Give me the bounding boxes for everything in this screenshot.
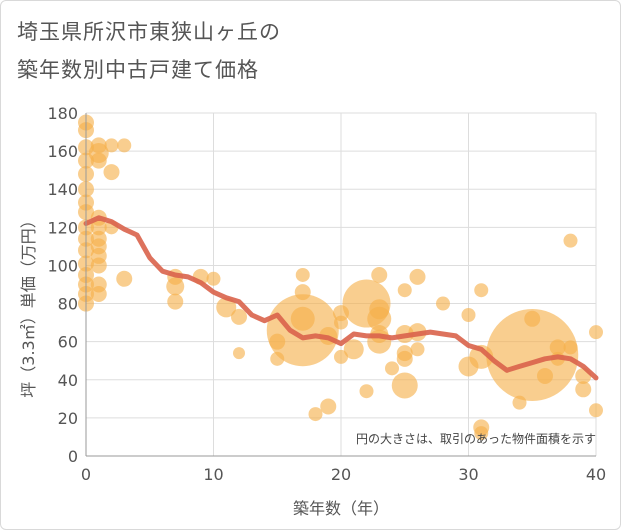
bubble-point bbox=[563, 340, 578, 355]
x-tick-label: 10 bbox=[203, 465, 223, 484]
axes: 0 20 40 60 80 100 120 140 160 180 0 10 20 30 40 bbox=[47, 104, 606, 484]
bubble-point bbox=[474, 283, 489, 298]
bubble-point bbox=[116, 270, 133, 287]
bubble-point bbox=[397, 283, 412, 298]
y-tick-label: 20 bbox=[58, 409, 78, 428]
bubble-point bbox=[104, 138, 119, 153]
trend-line-series bbox=[83, 215, 599, 381]
y-tick-label: 0 bbox=[68, 447, 78, 466]
bubble-point bbox=[385, 361, 399, 376]
bubble-point bbox=[233, 347, 245, 360]
bubble-point bbox=[295, 267, 310, 282]
bubble-point bbox=[206, 271, 221, 286]
bubble-point bbox=[90, 257, 107, 274]
y-axis-label: 坪（3.3㎡）単価（万円） bbox=[19, 212, 38, 397]
bubble-point bbox=[589, 325, 603, 340]
bubble-point bbox=[396, 350, 413, 367]
bubble-point bbox=[589, 403, 603, 418]
bubble-point bbox=[410, 342, 425, 357]
bubble-point bbox=[537, 367, 553, 384]
bubble-point bbox=[367, 306, 392, 331]
bubble-point bbox=[563, 233, 578, 248]
y-tick-label: 80 bbox=[58, 295, 78, 314]
x-tick-label: 20 bbox=[331, 465, 351, 484]
x-tick-label: 0 bbox=[81, 465, 91, 484]
bubble-point bbox=[90, 286, 107, 303]
bubble-point bbox=[461, 307, 476, 322]
bubble-point bbox=[308, 407, 323, 422]
trend-line bbox=[83, 215, 599, 381]
x-tick-label: 30 bbox=[458, 465, 478, 484]
x-axis-label: 築年数（年） bbox=[293, 499, 389, 518]
y-tick-label: 100 bbox=[47, 256, 78, 275]
bubble-point bbox=[90, 219, 107, 236]
bubble-point bbox=[103, 164, 120, 181]
bubble-point bbox=[90, 152, 107, 169]
chart-title-line-2: 築年数別中古戸建て価格 bbox=[17, 58, 259, 82]
bubble-point bbox=[266, 294, 339, 367]
y-tick-label: 140 bbox=[47, 180, 78, 199]
bubble-point bbox=[343, 339, 364, 360]
y-tick-label: 120 bbox=[47, 218, 78, 237]
y-tick-label: 180 bbox=[47, 104, 78, 123]
bubble-point bbox=[391, 372, 418, 399]
bubble-point bbox=[166, 277, 185, 296]
bubble-point bbox=[409, 268, 426, 285]
bubble-point bbox=[359, 384, 374, 399]
y-tick-label: 160 bbox=[47, 142, 78, 161]
bubble-point bbox=[371, 266, 388, 283]
bubble-point bbox=[167, 293, 184, 310]
bubble-point bbox=[486, 309, 579, 402]
bubble-point bbox=[320, 398, 337, 415]
x-tick-label: 40 bbox=[586, 465, 606, 484]
y-tick-label: 60 bbox=[58, 333, 78, 352]
bubble-point bbox=[575, 381, 592, 398]
bubble-point bbox=[334, 349, 348, 364]
bubble-point bbox=[474, 426, 489, 441]
bubble-point bbox=[367, 329, 392, 354]
bubble-point bbox=[231, 308, 247, 325]
y-tick-label: 40 bbox=[58, 371, 78, 390]
bubble-point bbox=[436, 296, 450, 311]
chart-title-line-1: 埼玉県所沢市東狭山ヶ丘の bbox=[17, 20, 281, 44]
bubble-point bbox=[117, 138, 132, 153]
bubble-size-note: 円の大きさは、取引のあった物件面積を示す bbox=[356, 431, 596, 446]
bubble-point bbox=[216, 297, 237, 318]
bubble-point bbox=[334, 315, 348, 330]
bubble-point bbox=[549, 339, 566, 356]
